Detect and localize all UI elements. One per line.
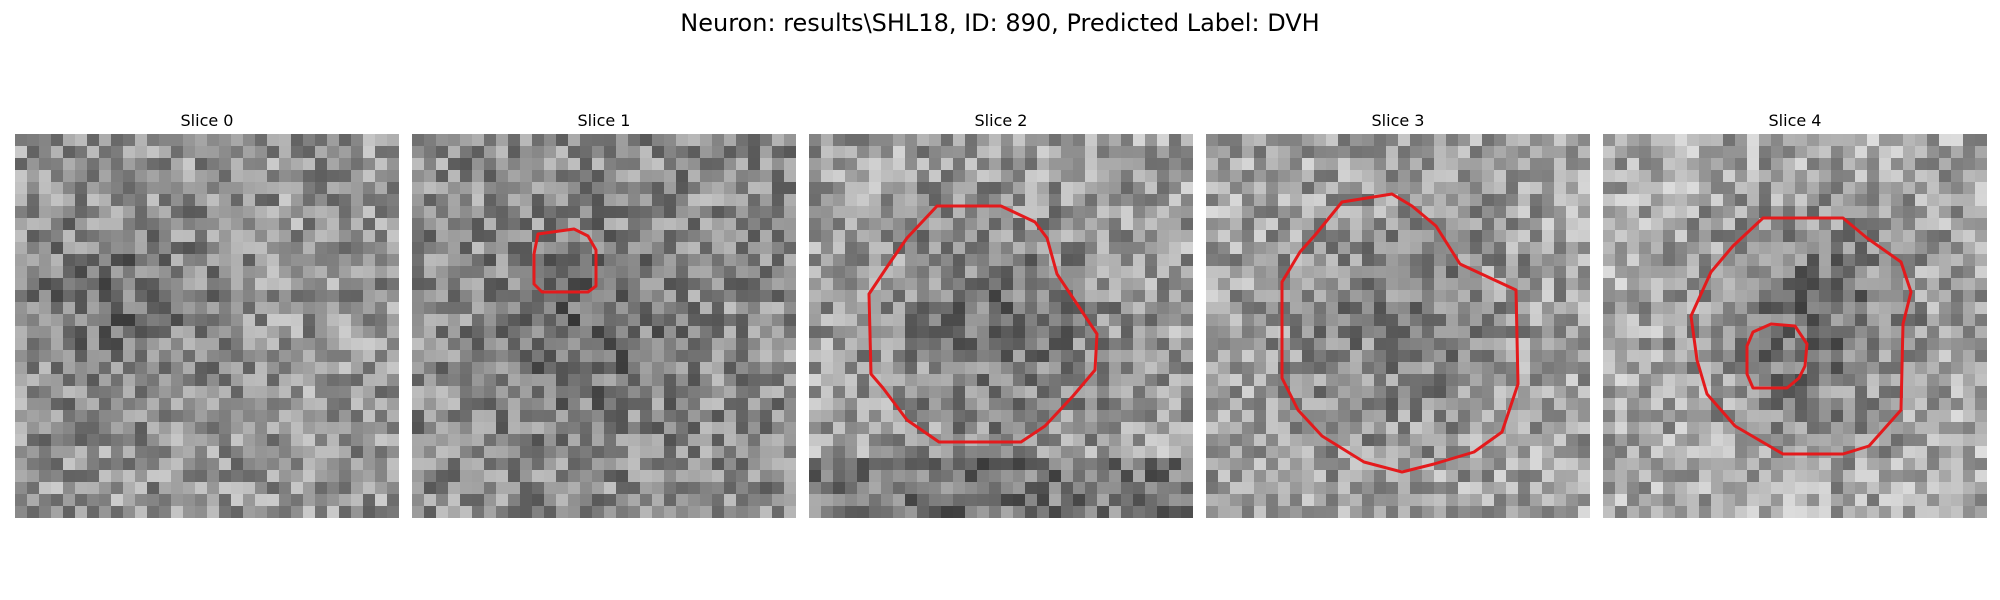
slice-title: Slice 4: [1768, 111, 1822, 130]
slice-panel-0: Slice 0: [15, 110, 399, 518]
slice-title: Slice 1: [577, 111, 631, 130]
slice-image: [809, 134, 1193, 518]
roi-contour-outer: [1689, 216, 1913, 456]
slice-title: Slice 0: [180, 111, 234, 130]
slice-panel-4: Slice 4: [1603, 110, 1987, 518]
slice-image-frame: [809, 134, 1193, 518]
slice-image-frame: [1206, 134, 1590, 518]
slice-image-frame: [15, 134, 399, 518]
slice-image: [412, 134, 796, 518]
roi-overlay: [867, 204, 1099, 444]
slice-panel-1: Slice 1: [412, 110, 796, 518]
slice-image-frame: [1603, 134, 1987, 518]
roi-overlay: [15, 134, 399, 518]
slice-title: Slice 3: [1371, 111, 1425, 130]
slice-panel-3: Slice 3: [1206, 110, 1590, 518]
roi-contour: [867, 204, 1099, 444]
slice-title: Slice 2: [974, 111, 1028, 130]
roi-overlay: [1689, 216, 1913, 456]
roi-contour-inner: [1745, 322, 1809, 390]
roi-contour: [532, 227, 598, 294]
roi-overlay: [532, 227, 598, 294]
roi-overlay: [1280, 192, 1520, 474]
roi-contour: [1280, 192, 1520, 474]
figure-title: Neuron: results\SHL18, ID: 890, Predicte…: [680, 9, 1320, 37]
slice-panel-2: Slice 2: [809, 110, 1193, 518]
slice-image-frame: [412, 134, 796, 518]
slice-image: [15, 134, 399, 518]
